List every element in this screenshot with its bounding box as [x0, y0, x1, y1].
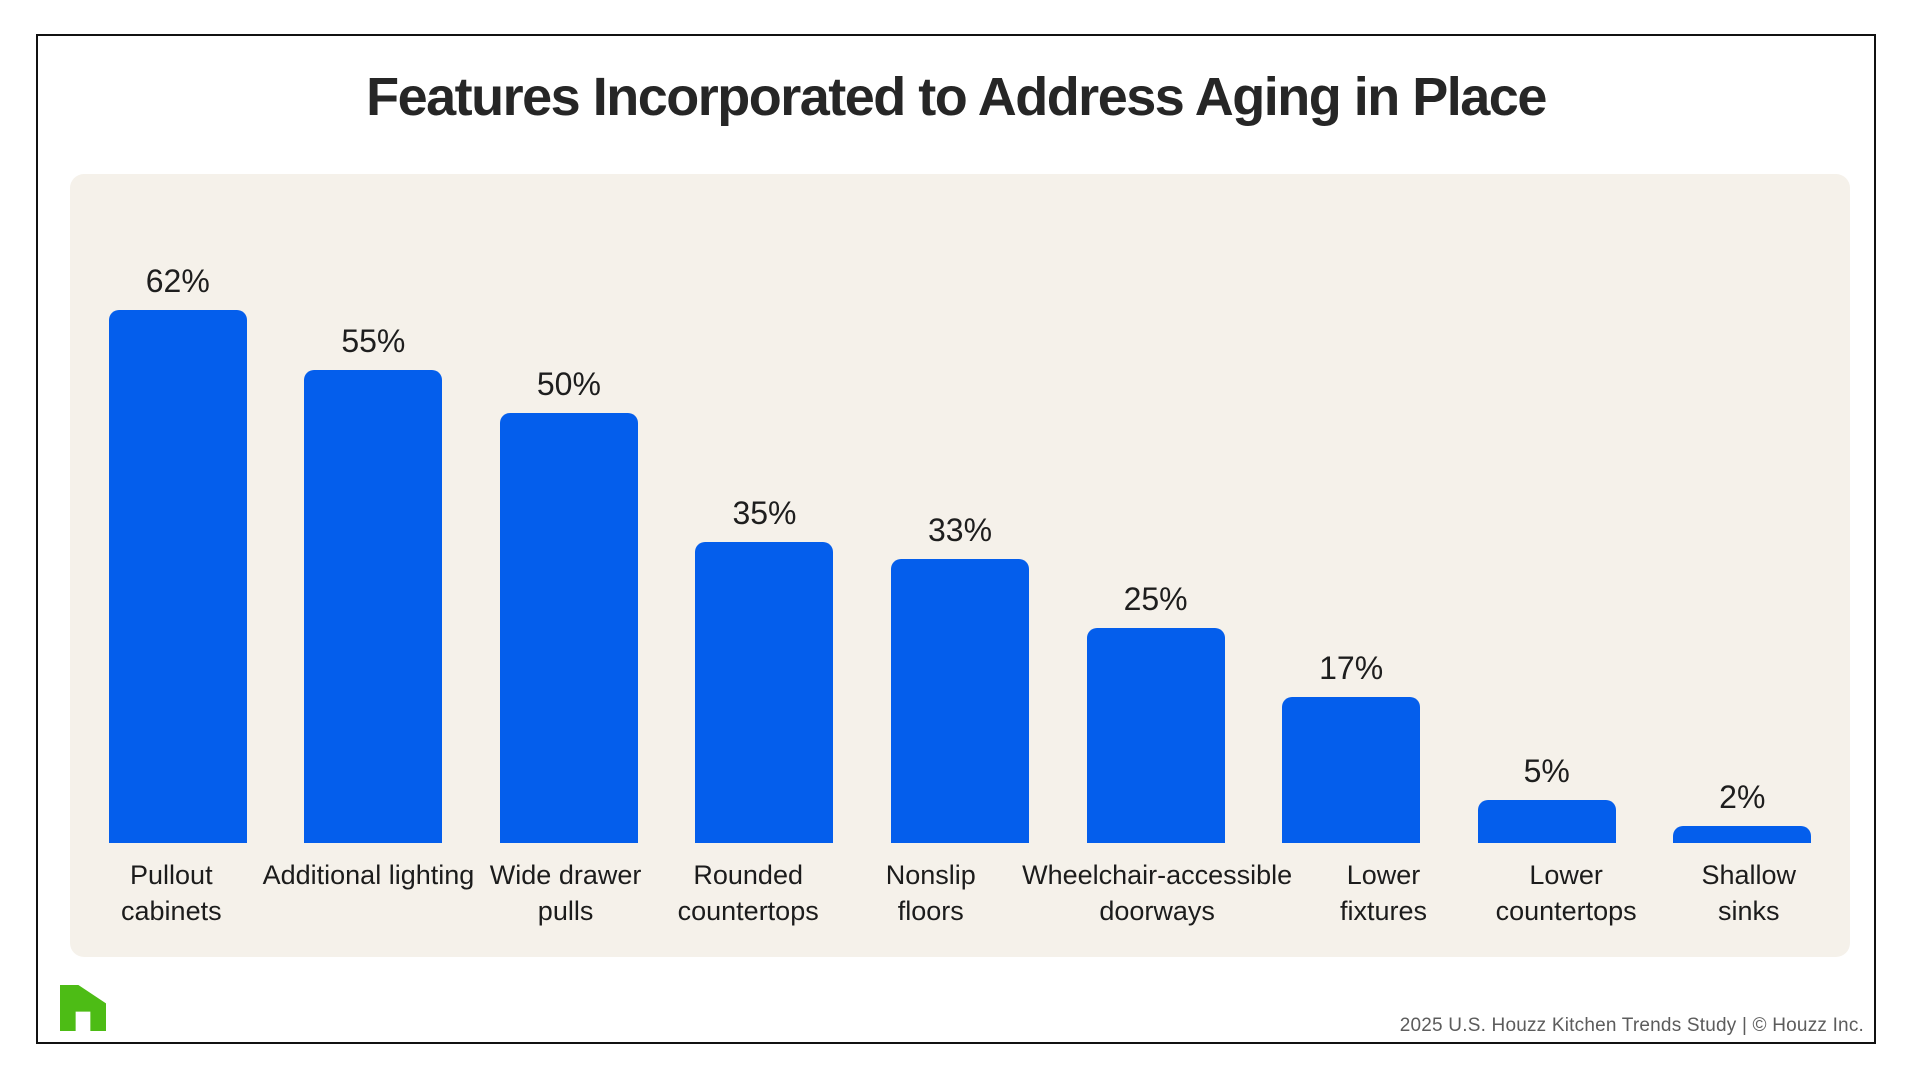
bar-category-label: Lower countertops	[1495, 860, 1637, 926]
bar	[108, 310, 247, 843]
bars-area: 62% 55% 50% 35% 33% 25% 17% 5% 2%	[80, 174, 1840, 843]
bar-value-label: 33%	[928, 512, 993, 548]
bar	[1673, 826, 1812, 843]
bar-column: 25%	[1058, 581, 1254, 843]
bar-category-label: Lower fixtures	[1339, 860, 1428, 926]
bar-category-label: Additional lighting	[262, 860, 475, 890]
bar-category-label: Pullout cabinets	[121, 860, 222, 926]
bar-column: 35%	[667, 495, 863, 843]
bar-category-label: Wide drawer pulls	[489, 860, 642, 926]
bar-column: 50%	[471, 366, 667, 843]
bar-category-label: Wheelchair-accessible doorways	[1022, 860, 1293, 926]
chart-title: Features Incorporated to Address Aging i…	[366, 67, 1547, 127]
bar	[1282, 697, 1421, 843]
bar	[1086, 628, 1225, 843]
bar-column: 2%	[1645, 779, 1841, 843]
bar	[695, 542, 834, 843]
bar-value-label: 62%	[145, 263, 210, 299]
bar	[891, 559, 1030, 843]
bar-value-label: 25%	[1123, 581, 1188, 617]
bar	[304, 370, 443, 843]
bar-column: 33%	[862, 512, 1058, 843]
bar-value-label: 17%	[1319, 650, 1384, 686]
bar-category-label: Rounded countertops	[677, 860, 819, 926]
bar-category-label: Nonslip floors	[885, 860, 976, 926]
houzz-logo-icon	[60, 985, 106, 1031]
chart-panel: 62% 55% 50% 35% 33% 25% 17% 5% 2% Pullout cabinet…	[70, 174, 1850, 957]
bar-value-label: 55%	[341, 323, 406, 359]
footer-credit: 2025 U.S. Houzz Kitchen Trends Study | ©…	[1399, 1015, 1864, 1036]
bar-column: 62%	[80, 263, 276, 843]
category-labels-row: Pullout cabinets Additional lighting Wide d…	[80, 843, 1840, 929]
bar	[1477, 800, 1616, 843]
bar	[499, 413, 638, 843]
bar-value-label: 35%	[732, 495, 797, 531]
bar-value-label: 50%	[536, 366, 601, 402]
bar-value-label: 5%	[1523, 753, 1570, 789]
bar-column: 17%	[1253, 650, 1449, 843]
bar-value-label: 2%	[1719, 779, 1766, 815]
chart-frame: Features Incorporated to Address Aging i…	[36, 34, 1876, 1044]
bar-category-label: Shallow sinks	[1701, 860, 1796, 926]
bar-column: 55%	[276, 323, 472, 843]
bar-column: 5%	[1449, 753, 1645, 843]
